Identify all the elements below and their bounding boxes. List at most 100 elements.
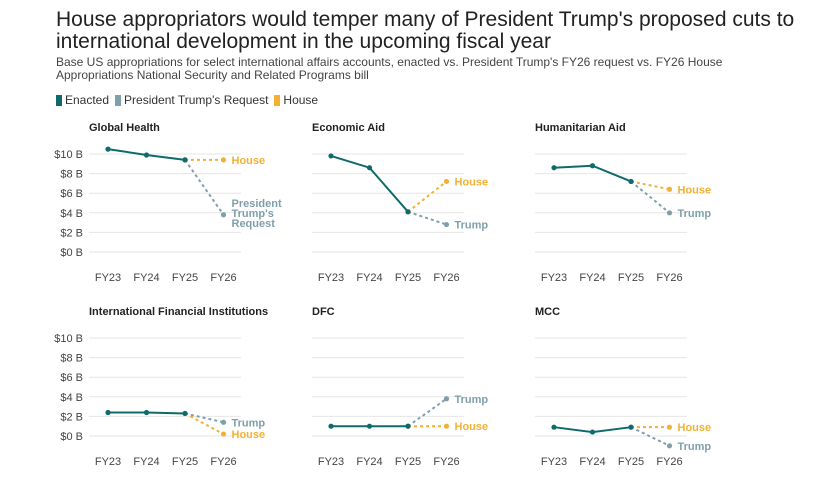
x-tick-label: FY23 bbox=[541, 456, 567, 468]
series-line-request bbox=[630, 426, 670, 447]
x-tick-label: FY23 bbox=[541, 272, 567, 284]
series-line-house bbox=[407, 180, 448, 213]
legend-swatch-house bbox=[274, 94, 281, 106]
x-tick-label: FY25 bbox=[395, 272, 421, 284]
legend-label-enacted: Enacted bbox=[65, 93, 110, 107]
x-tick-label: FY24 bbox=[356, 272, 382, 284]
legend-swatch-enacted bbox=[56, 94, 62, 106]
data-point-enacted bbox=[328, 423, 334, 429]
x-tick-label: FY26 bbox=[656, 272, 682, 284]
x-tick-label: FY24 bbox=[579, 456, 605, 468]
series-end-label-house: House bbox=[678, 184, 712, 196]
y-tick-label: $0 B bbox=[60, 247, 83, 259]
series-end-label-house: House bbox=[232, 429, 266, 441]
x-tick-label: FY25 bbox=[395, 456, 421, 468]
data-point-enacted bbox=[143, 409, 150, 416]
y-tick-label: $4 B bbox=[60, 392, 83, 404]
panel-title: MCC bbox=[535, 306, 560, 318]
panel-title: International Financial Institutions bbox=[89, 306, 268, 318]
data-point-enacted bbox=[182, 157, 188, 163]
data-point-request bbox=[220, 419, 227, 425]
x-tick-label: FY23 bbox=[95, 456, 121, 468]
data-point-request bbox=[443, 221, 450, 228]
y-tick-label: $0 B bbox=[60, 431, 83, 443]
y-tick-label: $2 B bbox=[60, 411, 83, 423]
series-line-request bbox=[407, 397, 448, 428]
y-tick-label: $2 B bbox=[60, 227, 83, 239]
data-point-enacted bbox=[628, 178, 634, 185]
legend-item-house: House bbox=[274, 93, 318, 107]
data-point-enacted bbox=[105, 409, 111, 416]
data-point-enacted bbox=[551, 165, 557, 171]
x-tick-label: FY26 bbox=[656, 456, 682, 468]
data-point-request bbox=[443, 396, 450, 402]
series-end-label-request: Trump bbox=[455, 220, 489, 232]
data-point-house bbox=[220, 157, 227, 163]
series-end-label-request: Trump bbox=[678, 208, 712, 220]
series-line-house bbox=[630, 180, 670, 191]
data-point-enacted bbox=[589, 163, 596, 169]
data-point-enacted bbox=[366, 423, 373, 429]
x-tick-label: FY26 bbox=[210, 272, 236, 284]
data-point-enacted bbox=[551, 424, 557, 430]
chart-title: House appropriators would temper many of… bbox=[56, 8, 795, 53]
series-end-label-house: House bbox=[678, 422, 712, 434]
data-point-enacted bbox=[628, 424, 634, 430]
panel-title: DFC bbox=[312, 306, 335, 318]
series-end-label-request: President bbox=[232, 198, 282, 210]
series-end-label-request: Trump's bbox=[232, 208, 274, 220]
series-line-house bbox=[184, 412, 224, 435]
x-tick-label: FY24 bbox=[133, 272, 159, 284]
series-end-label-house: House bbox=[455, 176, 489, 188]
data-point-request bbox=[666, 443, 673, 449]
y-tick-label: $4 B bbox=[60, 208, 83, 220]
data-point-request bbox=[666, 210, 673, 216]
legend-label-request: President Trump's Request bbox=[124, 93, 269, 107]
legend-item-enacted: Enacted bbox=[56, 93, 109, 107]
x-tick-label: FY25 bbox=[618, 456, 644, 468]
x-tick-label: FY23 bbox=[95, 272, 121, 284]
legend-swatch-request bbox=[115, 94, 122, 106]
x-tick-label: FY26 bbox=[433, 456, 459, 468]
data-point-enacted bbox=[405, 423, 411, 429]
series-line-request bbox=[407, 210, 447, 226]
series-line-request bbox=[184, 159, 225, 216]
x-tick-label: FY25 bbox=[172, 456, 198, 468]
data-point-enacted bbox=[589, 429, 596, 435]
data-point-enacted bbox=[405, 209, 411, 215]
x-tick-label: FY24 bbox=[133, 456, 159, 468]
x-tick-label: FY25 bbox=[172, 272, 198, 284]
data-point-house bbox=[220, 431, 227, 437]
data-point-enacted bbox=[328, 153, 334, 159]
chart-subtitle: Base US appropriations for select intern… bbox=[56, 55, 723, 82]
data-point-house bbox=[443, 178, 450, 185]
series-line-request bbox=[184, 412, 224, 424]
x-tick-label: FY23 bbox=[318, 456, 344, 468]
legend-label-house: House bbox=[283, 93, 319, 107]
series-end-label-house: House bbox=[455, 421, 489, 433]
series-end-label-request: Trump bbox=[232, 417, 266, 429]
legend: Enacted President Trump's Request House bbox=[56, 93, 324, 107]
x-tick-label: FY26 bbox=[433, 272, 459, 284]
y-tick-label: $8 B bbox=[60, 169, 83, 181]
data-point-enacted bbox=[182, 410, 188, 417]
series-end-label-request: Trump bbox=[678, 441, 712, 453]
series-line-enacted bbox=[330, 155, 409, 213]
panel-title: Economic Aid bbox=[312, 122, 385, 134]
series-line-request bbox=[630, 180, 671, 214]
x-tick-label: FY23 bbox=[318, 272, 344, 284]
y-tick-label: $6 B bbox=[60, 372, 83, 384]
series-end-label-request: Request bbox=[232, 218, 276, 230]
data-point-enacted bbox=[143, 152, 150, 158]
data-point-house bbox=[666, 186, 673, 192]
data-point-house bbox=[666, 424, 673, 430]
series-end-label-house: House bbox=[232, 155, 266, 167]
x-tick-label: FY26 bbox=[210, 456, 236, 468]
x-tick-label: FY24 bbox=[579, 272, 605, 284]
x-tick-label: FY24 bbox=[356, 456, 382, 468]
y-tick-label: $10 B bbox=[54, 149, 83, 161]
series-end-label-request: Trump bbox=[455, 394, 489, 406]
panel-title: Humanitarian Aid bbox=[535, 122, 626, 134]
panel-title: Global Health bbox=[89, 122, 160, 134]
